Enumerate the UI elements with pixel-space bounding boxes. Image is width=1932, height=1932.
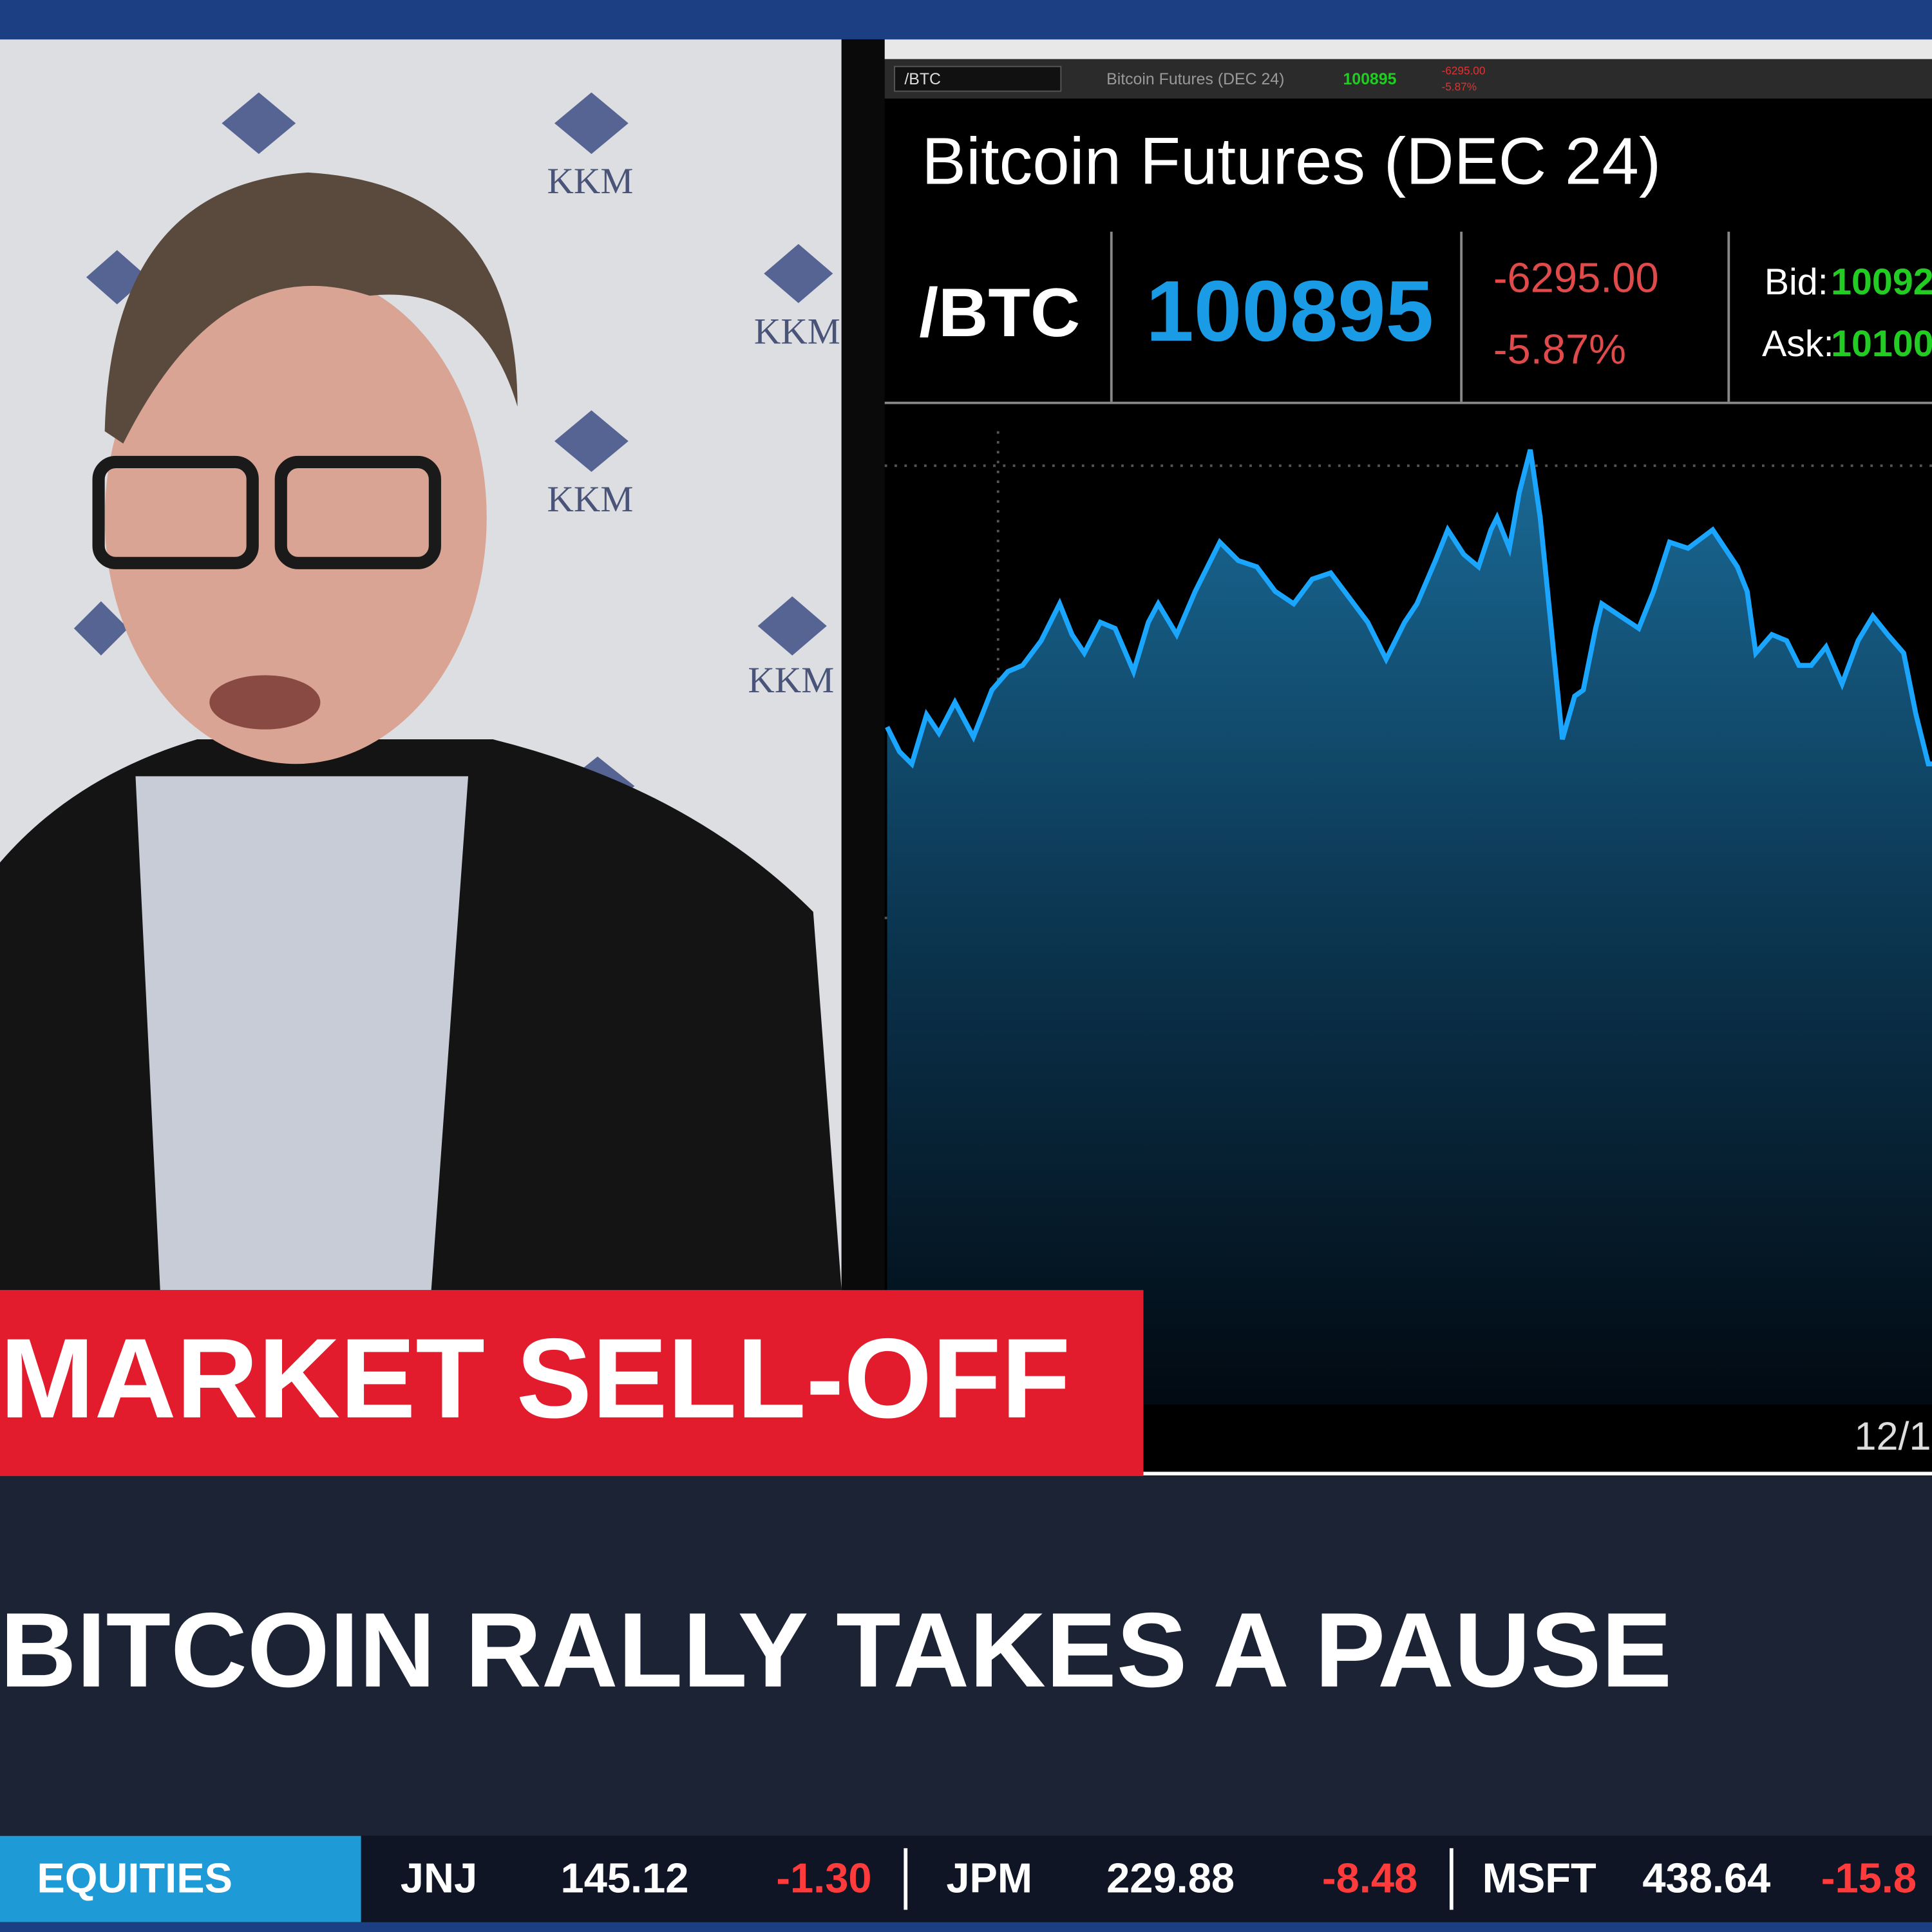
- bottom-strip: [0, 1922, 1932, 1932]
- logo-text: KKM: [547, 161, 633, 202]
- ticker-symbol: JNJ: [401, 1855, 477, 1902]
- logo-text: KKM: [748, 660, 834, 701]
- ticker-price: 438.64: [1642, 1855, 1770, 1902]
- headline: BITCOIN RALLY TAKES A PAUSE: [0, 1591, 1672, 1709]
- quote-change: -6295.00: [1493, 254, 1659, 301]
- ask-value: 10100: [1831, 323, 1932, 365]
- quote-last: 100895: [1146, 263, 1434, 359]
- top-bar: [0, 0, 1932, 40]
- topic: MARKET SELL-OFF: [0, 1316, 1070, 1442]
- toolbar-texts: /BTC Bitcoin Futures (DEC 24) 100895 -62…: [904, 64, 1485, 93]
- price-area: [887, 450, 1932, 1405]
- toolbar-change-pct: -5.87%: [1442, 80, 1477, 93]
- ticker-price: 145.12: [561, 1855, 689, 1902]
- quote-change-pct: -5.87%: [1493, 325, 1626, 372]
- ticker-items: JNJ 145.12 -1.30 JPM 229.88 -8.48 MSFT 438.64 -1…: [401, 1848, 1917, 1910]
- ticker-symbol: MSFT: [1482, 1855, 1596, 1902]
- ticker-change: -8.48: [1322, 1855, 1417, 1902]
- symbol-box[interactable]: [894, 66, 1062, 92]
- ask-label: Ask:: [1762, 323, 1834, 365]
- date-label: 12/1: [1854, 1414, 1931, 1458]
- quote-symbol: /BTC: [919, 274, 1080, 351]
- topic-banner: [0, 1290, 1144, 1477]
- divider: [841, 39, 885, 1291]
- lower-third: [0, 1476, 1932, 1836]
- toolbar-last: 100895: [1343, 70, 1396, 88]
- bid-label: Bid:: [1765, 261, 1828, 303]
- quote-separators: [884, 231, 1932, 404]
- quote-title: Bitcoin Futures (DEC 24): [922, 124, 1661, 198]
- ticker-change: -1.30: [776, 1855, 871, 1902]
- toolbar-symbol: /BTC: [904, 70, 941, 88]
- ticker-symbol: JPM: [946, 1855, 1032, 1902]
- ticker-section: EQUITIES: [37, 1855, 232, 1902]
- ticker-change: -15.8: [1821, 1855, 1917, 1902]
- ticker-section-box: [0, 1835, 361, 1922]
- logo-text: KKM: [547, 479, 633, 520]
- toolbar-description: Bitcoin Futures (DEC 24): [1106, 70, 1284, 88]
- window-title-bar: [884, 39, 1932, 59]
- bid-value: 10092: [1831, 261, 1932, 303]
- ticker-price: 229.88: [1106, 1855, 1235, 1902]
- guest: [0, 172, 842, 1291]
- price-line: [885, 449, 1932, 769]
- toolbar-change: -6295.00: [1442, 64, 1486, 77]
- logo-text: KKM: [754, 312, 840, 352]
- logo-texts: KKM KKM KKM KKM: [547, 161, 840, 701]
